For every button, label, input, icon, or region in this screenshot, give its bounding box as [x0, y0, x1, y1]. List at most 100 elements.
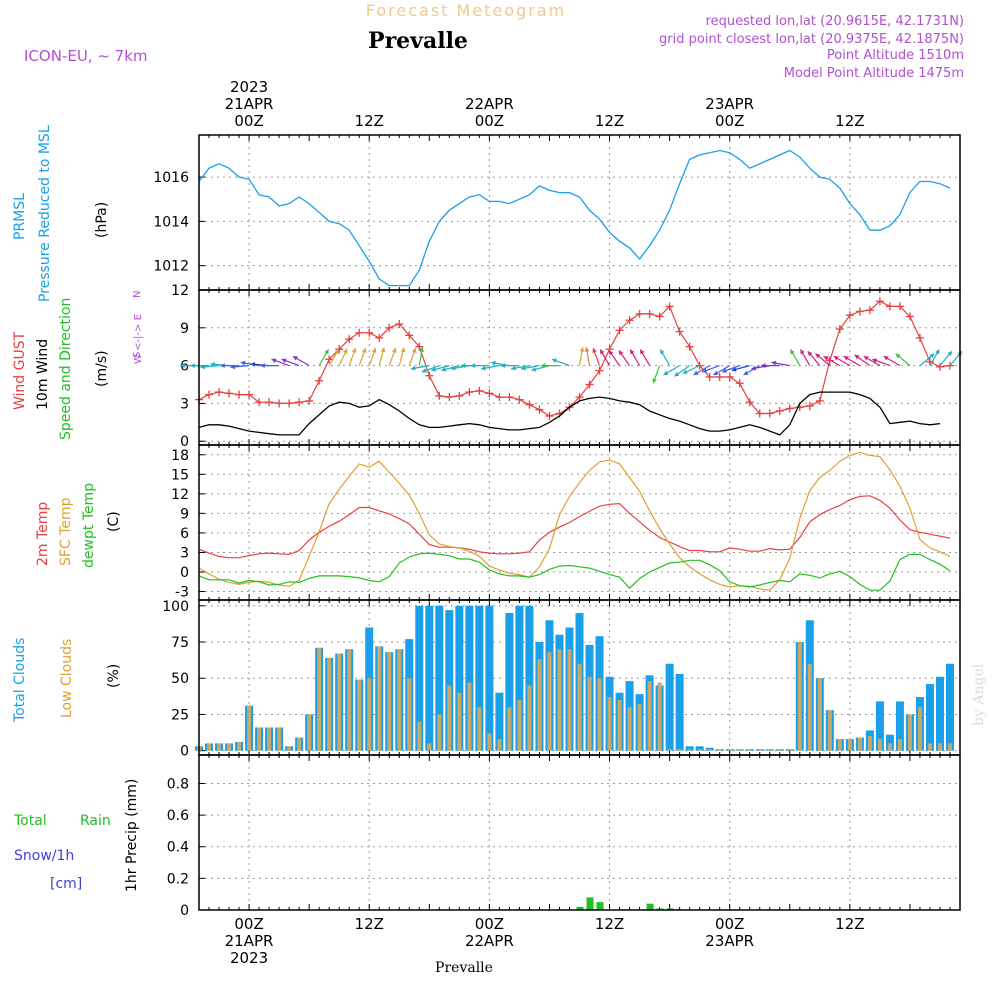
- low-cloud-bar: [347, 649, 352, 751]
- precip-bar: [586, 897, 594, 910]
- panel-frame: [198, 289, 961, 446]
- low-cloud-bar: [597, 678, 602, 751]
- wind-arrow-head: [421, 368, 427, 373]
- wind-arrow-head: [450, 365, 456, 371]
- total-label: Total: [13, 813, 47, 829]
- wind-arrow-head: [800, 349, 805, 355]
- total-cloud-bar: [525, 605, 534, 751]
- compass-we: W <-|-> E: [133, 314, 144, 364]
- total-cloud-bar: [465, 605, 474, 751]
- total-cloud-label: Total Clouds: [12, 638, 28, 723]
- low-cloud-bar: [697, 749, 702, 751]
- total-cloud-bar: [945, 663, 954, 751]
- wind-arrow-head: [771, 360, 777, 366]
- low-cloud-bar: [527, 685, 532, 751]
- wind-arrow-head: [324, 349, 329, 355]
- product-title: Forecast Meteogram: [366, 1, 566, 20]
- low-cloud-bar: [617, 699, 622, 751]
- bottom-time-label: 2023: [230, 949, 268, 967]
- footer-location: Prevalle: [435, 960, 493, 976]
- wind-arrow-head: [743, 370, 749, 375]
- low-cloud-bar: [417, 721, 422, 751]
- low-cloud-bar: [837, 739, 842, 751]
- wind-arrow-head: [608, 350, 614, 356]
- wind-arrow-head: [640, 349, 645, 355]
- precip-unit: 1hr Precip (mm): [124, 779, 140, 892]
- top-time-label: 00Z: [234, 112, 263, 130]
- wind-direction-label: Speed and Direction: [58, 298, 74, 440]
- low-cloud-bar: [867, 736, 872, 751]
- wind-arrow-head: [190, 363, 195, 368]
- low-cloud-bar: [567, 649, 572, 751]
- requested-coords: requested lon,lat (20.9615E, 42.1731N): [706, 14, 964, 29]
- ytick-label: 1016: [153, 170, 189, 186]
- wind-arrow-head: [250, 362, 255, 367]
- wind-arrow-head: [521, 365, 526, 371]
- t2m-line: [198, 495, 951, 559]
- low-cloud-bar: [497, 739, 502, 751]
- bottom-time-label: 12Z: [835, 915, 864, 933]
- wind-arrow-head: [663, 370, 669, 375]
- ytick-label: 0.6: [167, 808, 189, 824]
- low-cloud-bar: [427, 743, 432, 751]
- low-cloud-bar: [737, 749, 742, 751]
- bottom-time-label: 00Z: [475, 915, 504, 933]
- wind-arrow-head: [713, 370, 719, 375]
- wind-arrow-head: [584, 347, 590, 352]
- compass-s: S: [132, 352, 143, 358]
- prmsl-label: PRMSL: [12, 193, 28, 240]
- wind-arrow-head: [660, 349, 665, 355]
- low-cloud-bar: [307, 714, 312, 751]
- low-cloud-label: Low Clouds: [59, 639, 75, 718]
- low-cloud-bar: [937, 743, 942, 751]
- low-cloud-bar: [537, 659, 542, 751]
- gust-label: Wind GUST: [12, 331, 28, 410]
- wind-arrow-head: [929, 353, 935, 359]
- wind-arrow-head: [210, 362, 215, 367]
- panel-precipitation: 0 0.2 0.4 0.6 0.8: [167, 755, 960, 919]
- ytick-label: -3: [175, 585, 189, 601]
- wind-arrow-head: [271, 358, 277, 363]
- wind-arrow-head: [682, 369, 688, 374]
- low-cloud-bar: [807, 663, 812, 751]
- wind-arrow-head: [693, 370, 699, 375]
- wind-arrow-head: [361, 348, 367, 353]
- prmsl-line: [198, 149, 951, 287]
- total-cloud-bar: [485, 605, 494, 751]
- ytick-label: 12: [171, 283, 189, 299]
- low-cloud-bar: [827, 710, 832, 751]
- wind-arrow-head: [751, 365, 757, 371]
- wind-arrow-head: [200, 364, 205, 370]
- total-cloud-bar: [425, 605, 434, 751]
- ytick-label: 0: [180, 903, 189, 919]
- wind-arrow-head: [230, 364, 235, 370]
- wind-arrow-head: [343, 348, 348, 354]
- top-time-label: 00Z: [715, 112, 744, 130]
- wind-arrow-head: [481, 365, 486, 371]
- total-cloud-bar: [665, 663, 674, 751]
- low-cloud-bar: [767, 749, 772, 751]
- wind-arrow-head: [441, 367, 447, 372]
- snow-label: Snow/1h: [14, 848, 74, 864]
- t2m-label: 2m Temp: [35, 502, 51, 566]
- low-cloud-bar: [217, 743, 222, 751]
- low-cloud-bar: [257, 727, 262, 751]
- panel-frame: [198, 444, 961, 601]
- ytick-label: 0.4: [167, 840, 189, 856]
- panel-frame: [198, 754, 961, 911]
- ytick-label: 0: [180, 434, 189, 450]
- wind-unit: (m/s): [94, 350, 110, 387]
- ytick-label: 18: [171, 448, 189, 464]
- wind-arrow-head: [815, 353, 821, 359]
- low-cloud-bar: [887, 743, 892, 751]
- low-cloud-bar: [387, 652, 392, 751]
- low-cloud-bar: [677, 749, 682, 751]
- wind-arrow-head: [531, 367, 537, 372]
- wind-arrow-head: [431, 367, 437, 372]
- total-cloud-bar: [875, 701, 884, 751]
- low-cloud-bar: [747, 749, 752, 751]
- model-altitude: Model Point Altitude 1475m: [784, 66, 964, 81]
- top-time-label: 12Z: [835, 112, 864, 130]
